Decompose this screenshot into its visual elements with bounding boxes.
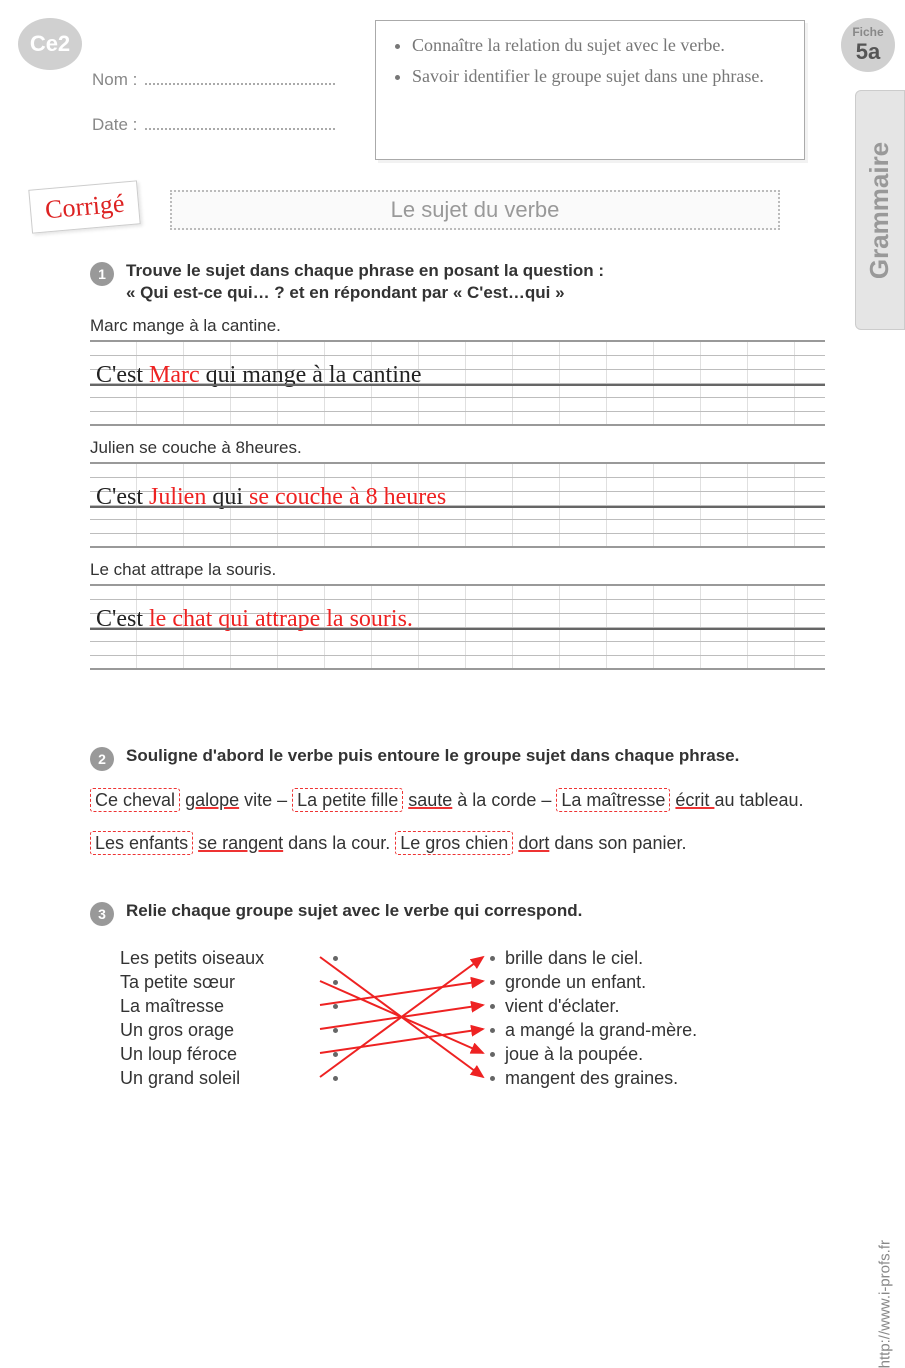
match-left-item: Ta petite sœur <box>120 970 320 994</box>
ex2-instruction: Souligne d'abord le verbe puis entoure l… <box>126 745 739 767</box>
match-left-item: Un loup féroce <box>120 1042 320 1066</box>
dot-icon <box>490 1052 495 1057</box>
match-right-item: brille dans le ciel. <box>490 946 750 970</box>
exercise-1: 1 Trouve le sujet dans chaque phrase en … <box>90 260 825 670</box>
match-right-item: gronde un enfant. <box>490 970 750 994</box>
writing-grid: C'est Marc qui mange à la cantine <box>90 340 825 426</box>
objectives-list: Connaître la relation du sujet avec le v… <box>394 33 786 89</box>
ex3-instruction: Relie chaque groupe sujet avec le verbe … <box>126 900 582 922</box>
footer-url: http://www.i-profs.fr <box>876 1240 893 1368</box>
name-date-block: Nom : Date : <box>92 70 335 160</box>
subject-group: Les enfants <box>90 831 193 855</box>
corrige-stamp: Corrigé <box>28 180 141 233</box>
dot-icon <box>490 1028 495 1033</box>
fiche-badge: Fiche 5a <box>841 18 895 72</box>
nom-line <box>145 71 335 85</box>
text: au tableau. <box>714 790 803 810</box>
fiche-label: Fiche <box>852 25 883 39</box>
verb-word: se rangent <box>198 833 283 853</box>
ex1-answer: C'est Marc qui mange à la cantine <box>96 362 422 389</box>
match-left-item: Les petits oiseaux <box>120 946 320 970</box>
verb-word: galope <box>185 790 239 810</box>
match-right-item: joue à la poupée. <box>490 1042 750 1066</box>
ex2-number: 2 <box>90 747 114 771</box>
objective-item: Savoir identifier le groupe sujet dans u… <box>412 64 786 89</box>
dot-icon <box>490 980 495 985</box>
subject-group: La maîtresse <box>556 788 670 812</box>
text: dans son panier. <box>549 833 686 853</box>
match-left-item: Un gros orage <box>120 1018 320 1042</box>
match-right-column: brille dans le ciel.gronde un enfant.vie… <box>490 946 750 1090</box>
fiche-number: 5a <box>856 39 880 65</box>
subject-group: Le gros chien <box>395 831 513 855</box>
text: à la corde – <box>452 790 556 810</box>
subject-group: Ce cheval <box>90 788 180 812</box>
nom-label: Nom : <box>92 70 137 90</box>
date-label: Date : <box>92 115 137 135</box>
dot-icon <box>490 1076 495 1081</box>
match-left-item: Un grand soleil <box>120 1066 320 1090</box>
ex1-prompt: Marc mange à la cantine. <box>90 316 825 336</box>
ex1-answer: C'est le chat qui attrape la souris. <box>96 606 413 633</box>
match-right-item: a mangé la grand-mère. <box>490 1018 750 1042</box>
ex1-answer: C'est Julien qui se couche à 8 heures <box>96 484 446 511</box>
dot-icon <box>490 956 495 961</box>
ex1-prompt: Le chat attrape la souris. <box>90 560 825 580</box>
exercise-2: 2 Souligne d'abord le verbe puis entoure… <box>90 745 825 865</box>
exercise-3: 3 Relie chaque groupe sujet avec le verb… <box>90 900 825 1106</box>
match-left-item: La maîtresse <box>120 994 320 1018</box>
level-badge: Ce2 <box>18 18 82 70</box>
match-lines <box>315 949 495 1099</box>
text: vite – <box>239 790 292 810</box>
writing-grid: C'est le chat qui attrape la souris. <box>90 584 825 670</box>
ex2-line: Les enfants se rangent dans la cour. Le … <box>90 822 825 865</box>
match-left-column: Les petits oiseauxTa petite sœurLa maîtr… <box>120 946 320 1090</box>
ex1-prompt: Julien se couche à 8heures. <box>90 438 825 458</box>
worksheet-title: Le sujet du verbe <box>170 190 780 230</box>
verb-word: dort <box>518 833 549 853</box>
verb-word: écrit <box>675 790 714 810</box>
ex3-number: 3 <box>90 902 114 926</box>
matching-area: Les petits oiseauxTa petite sœurLa maîtr… <box>120 946 825 1106</box>
writing-grid: C'est Julien qui se couche à 8 heures <box>90 462 825 548</box>
match-right-item: mangent des graines. <box>490 1066 750 1090</box>
ex2-line: Ce cheval galope vite – La petite fille … <box>90 779 825 822</box>
text: dans la cour. <box>283 833 395 853</box>
dot-icon <box>490 1004 495 1009</box>
match-right-item: vient d'éclater. <box>490 994 750 1018</box>
ex1-number: 1 <box>90 262 114 286</box>
date-line <box>145 116 335 130</box>
subject-tab: Grammaire <box>855 90 905 330</box>
subject-tab-label: Grammaire <box>865 141 896 278</box>
ex1-instruction: Trouve le sujet dans chaque phrase en po… <box>126 260 604 304</box>
ex2-body: Ce cheval galope vite – La petite fille … <box>90 779 825 865</box>
objective-item: Connaître la relation du sujet avec le v… <box>412 33 786 58</box>
objectives-box: Connaître la relation du sujet avec le v… <box>375 20 805 160</box>
subject-group: La petite fille <box>292 788 403 812</box>
verb-word: saute <box>408 790 452 810</box>
